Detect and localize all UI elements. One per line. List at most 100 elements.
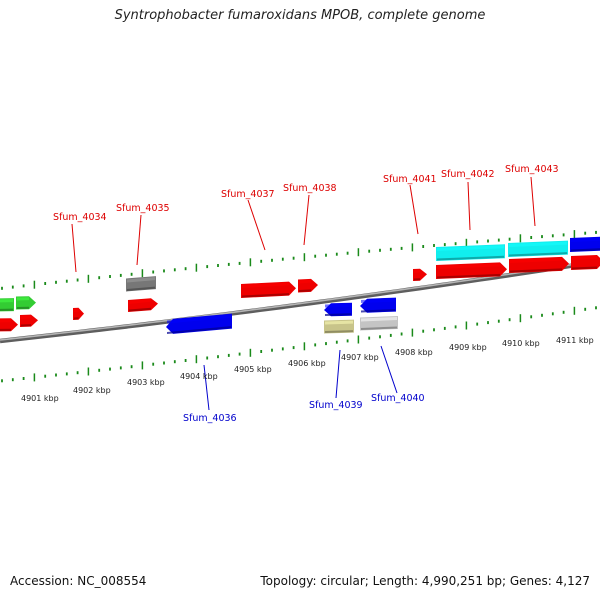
ruler-label-4907-kbp: 4907 kbp	[341, 353, 379, 362]
feature-sfum-4034-highlight	[74, 308, 79, 312]
feature-red-b-highlight	[21, 315, 31, 319]
feature-green-1-shade	[0, 308, 13, 311]
feature-sfum-4042-shade	[437, 255, 504, 261]
outer-tick-ruler	[1, 230, 597, 290]
feature-sfum-4036-shade	[167, 326, 231, 334]
feature-blue-small-highlight	[325, 303, 351, 308]
feature-sfum-4040-shade	[361, 326, 397, 330]
leader-sfum-4036	[203, 364, 210, 411]
leader-sfum-4037	[247, 199, 266, 251]
gene-features	[0, 236, 600, 334]
feature-sfum-4039-highlight	[325, 320, 353, 325]
feature-sfum-4041	[413, 268, 427, 281]
gene-label-sfum-4041: Sfum_4041	[383, 174, 437, 185]
feature-red-e-shade	[510, 268, 562, 273]
gene-label-sfum-4034: Sfum_4034	[53, 212, 107, 223]
leader-sfum-4038	[303, 194, 310, 246]
feature-red-c-highlight	[129, 299, 151, 304]
feature-sfum-4034	[73, 307, 84, 320]
feature-blue-mid-shade	[361, 309, 395, 313]
feature-sfum-4038-highlight	[299, 279, 311, 284]
gene-labels: Sfum_4034 Sfum_4035 Sfum_4037 Sfum_4038 Sfum…	[53, 164, 559, 424]
leader-sfum-4034	[71, 223, 77, 273]
feature-red-c	[128, 298, 158, 312]
feature-red-edge	[571, 255, 600, 270]
leader-sfum-4042	[467, 181, 471, 231]
feature-red-b	[20, 314, 38, 327]
ruler-label-4905-kbp: 4905 kbp	[234, 365, 272, 374]
feature-red-a	[0, 318, 18, 332]
ruler-label-4906-kbp: 4906 kbp	[288, 359, 326, 368]
inner-tick-ruler	[1, 306, 597, 383]
feature-blue-small	[324, 302, 352, 317]
leader-sfum-4039	[335, 349, 341, 399]
genome-summary-text: Topology: circular; Length: 4,990,251 bp…	[260, 574, 590, 588]
feature-sfum-4034-shade	[74, 317, 79, 320]
ruler-label-4904-kbp: 4904 kbp	[180, 372, 218, 381]
feature-blue-edge	[570, 236, 600, 252]
feature-red-a-shade	[0, 328, 11, 331]
label-leader-lines	[71, 176, 536, 411]
feature-blue-edge-highlight	[571, 237, 600, 242]
feature-red-d	[436, 262, 507, 279]
ruler-label-4910-kbp: 4910 kbp	[502, 339, 540, 348]
gene-label-sfum-4040: Sfum_4040	[371, 393, 425, 404]
feature-sfum-4043	[508, 240, 568, 257]
ruler-label-4909-kbp: 4909 kbp	[449, 343, 487, 352]
ruler-label-4911-kbp: 4911 kbp	[556, 336, 594, 345]
gene-label-sfum-4035: Sfum_4035	[116, 203, 170, 214]
feature-red-b-shade	[21, 324, 31, 327]
feature-sfum-4042	[436, 244, 505, 261]
leader-sfum-4041	[409, 184, 419, 235]
ruler-label-4908-kbp: 4908 kbp	[395, 348, 433, 357]
feature-red-e	[509, 256, 569, 273]
gene-label-sfum-4043: Sfum_4043	[505, 164, 559, 175]
feature-sfum-4038-shade	[299, 289, 311, 292]
feature-sfum-4036	[166, 313, 232, 334]
feature-green-2	[16, 296, 36, 310]
feature-blue-mid-highlight	[361, 298, 395, 303]
feature-sfum-4035-shade	[127, 286, 155, 291]
feature-red-d-shade	[437, 273, 500, 279]
feature-sfum-4042-highlight	[437, 245, 504, 251]
feature-red-a-highlight	[0, 319, 11, 323]
feature-blue-edge-shade	[571, 248, 600, 252]
feature-green-1-highlight	[0, 299, 13, 303]
feature-red-e-highlight	[510, 257, 562, 263]
feature-green-2-shade	[17, 306, 29, 309]
feature-red-edge-highlight	[572, 256, 597, 260]
feature-sfum-4043-highlight	[509, 241, 567, 247]
leader-sfum-4040	[380, 345, 398, 394]
feature-blue-small-shade	[325, 313, 351, 316]
gene-label-sfum-4039: Sfum_4039	[309, 400, 363, 411]
feature-sfum-4035-highlight	[127, 277, 155, 283]
gene-label-sfum-4042: Sfum_4042	[441, 169, 495, 180]
ruler-label-4901-kbp: 4901 kbp	[21, 394, 59, 403]
feature-sfum-4039-shade	[325, 330, 353, 333]
leader-sfum-4043	[530, 176, 536, 227]
feature-sfum-4036-highlight	[167, 314, 231, 324]
feature-green-1	[0, 298, 14, 312]
feature-red-c-shade	[129, 307, 151, 312]
feature-sfum-4043-shade	[509, 252, 567, 257]
feature-sfum-4040-highlight	[361, 317, 397, 322]
feature-sfum-4039	[324, 319, 354, 334]
feature-sfum-4040	[360, 316, 398, 331]
feature-red-edge-shade	[572, 266, 597, 270]
feature-sfum-4041-highlight	[414, 269, 420, 273]
gene-label-sfum-4037: Sfum_4037	[221, 189, 275, 200]
feature-sfum-4038	[298, 278, 318, 293]
backbone-shadow	[0, 259, 600, 344]
feature-sfum-4037-highlight	[242, 282, 289, 288]
feature-sfum-4037-shade	[242, 293, 289, 298]
map-title: Syntrophobacter fumaroxidans MPOB, compl…	[114, 8, 486, 23]
ruler-label-4903-kbp: 4903 kbp	[127, 378, 165, 387]
feature-green-2-highlight	[17, 297, 29, 301]
leader-sfum-4035	[136, 214, 142, 266]
ruler-label-4902-kbp: 4902 kbp	[73, 386, 111, 395]
feature-sfum-4037	[241, 281, 296, 298]
accession-text: Accession: NC_008554	[10, 574, 147, 588]
feature-sfum-4041-shade	[414, 278, 420, 281]
